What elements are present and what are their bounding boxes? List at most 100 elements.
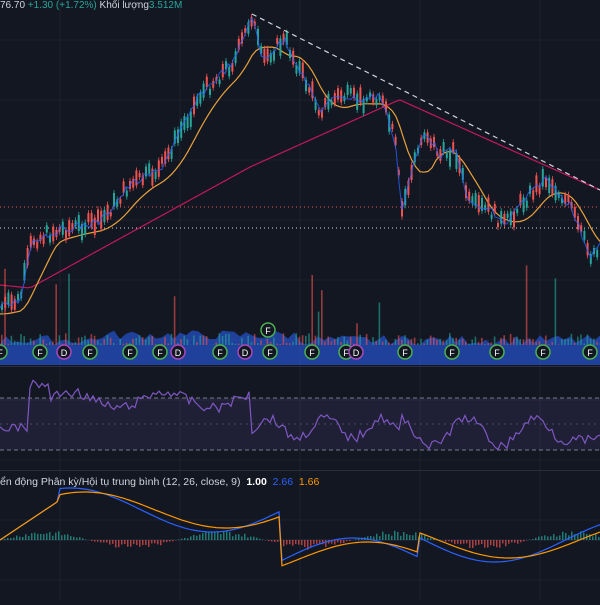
- candle-body: [475, 193, 477, 206]
- volume-bar: [539, 341, 541, 345]
- macd-histogram-bar: [379, 536, 381, 540]
- volume-bar: [423, 343, 425, 345]
- volume-bar: [251, 342, 253, 345]
- pane-separator-rsi[interactable]: [0, 366, 600, 367]
- candle-body: [337, 88, 339, 99]
- event-badge[interactable]: D: [57, 345, 71, 359]
- candle-body: [596, 250, 598, 257]
- event-badge[interactable]: F: [445, 345, 459, 359]
- svg-text:F: F: [587, 348, 593, 358]
- macd-histogram-bar: [511, 540, 513, 542]
- svg-text:F: F: [402, 348, 408, 358]
- macd-histogram-bar: [73, 537, 75, 540]
- macd-histogram-bar: [82, 538, 84, 540]
- macd-histogram-bar: [220, 534, 222, 540]
- candle-body: [500, 211, 502, 224]
- svg-text:F: F: [127, 348, 133, 358]
- event-badge-raised[interactable]: F: [261, 323, 275, 337]
- event-badge[interactable]: F: [263, 345, 277, 359]
- volume-bar: [33, 341, 35, 345]
- pane-separator-macd[interactable]: [0, 470, 600, 471]
- macd-histogram-bar: [514, 540, 516, 543]
- macd-histogram-bar: [244, 534, 246, 540]
- macd-histogram-bar: [409, 535, 411, 540]
- volume-bar: [366, 334, 368, 345]
- event-badge[interactable]: F: [536, 345, 550, 359]
- event-badge[interactable]: F: [123, 345, 137, 359]
- candle-body: [532, 190, 534, 199]
- macd-histogram-bar: [325, 540, 327, 547]
- volume-bar: [219, 333, 221, 345]
- candle-body: [276, 38, 278, 44]
- macd-histogram-bar: [559, 535, 561, 540]
- candle-body: [68, 220, 70, 236]
- volume-bar: [97, 341, 99, 345]
- macd-histogram-bar: [166, 540, 168, 542]
- macd-histogram-bar: [247, 538, 249, 540]
- event-badge[interactable]: F: [583, 345, 597, 359]
- event-badge[interactable]: F: [153, 345, 167, 359]
- macd-histogram-bar: [181, 539, 183, 540]
- event-badge[interactable]: F: [490, 345, 504, 359]
- macd-histogram-bar: [136, 540, 138, 545]
- volume-bar: [81, 337, 83, 345]
- macd-histogram-bar: [481, 540, 483, 544]
- macd-histogram-bar: [406, 534, 408, 540]
- svg-text:F: F: [265, 326, 271, 336]
- macd-histogram-bar: [499, 540, 501, 548]
- volume-bar: [526, 265, 528, 345]
- candle-body: [491, 215, 493, 219]
- candle-body: [161, 157, 163, 164]
- macd-histogram-bar: [70, 536, 72, 540]
- volume-bar: [187, 339, 189, 345]
- volume-bar: [535, 342, 537, 345]
- candle-body: [478, 195, 480, 212]
- volume-bar: [55, 284, 57, 345]
- volume-bar: [510, 334, 512, 345]
- volume-bar: [23, 336, 25, 345]
- volume-bar: [119, 339, 121, 345]
- macd-histogram-bar: [541, 536, 543, 540]
- candle-body: [526, 201, 528, 208]
- event-badge[interactable]: F: [305, 345, 319, 359]
- event-badge[interactable]: F: [213, 345, 227, 359]
- macd-histogram-bar: [235, 535, 237, 540]
- svg-text:D: D: [175, 348, 182, 358]
- volume-bar: [551, 342, 553, 345]
- volume-bar: [350, 337, 352, 345]
- volume-bar: [148, 337, 150, 345]
- macd-histogram-bar: [55, 533, 57, 540]
- macd-title: ển động Phân kỳ/Hội tụ trung bình (12, 2…: [0, 476, 241, 488]
- volume-bar: [590, 339, 592, 345]
- volume-bar: [455, 338, 457, 345]
- candle-body: [516, 209, 518, 213]
- event-badge[interactable]: F: [33, 345, 47, 359]
- volume-bar: [71, 343, 73, 345]
- candle-body: [567, 195, 569, 203]
- volume-bar: [145, 339, 147, 345]
- volume-bar: [436, 340, 438, 345]
- event-badge[interactable]: D: [238, 345, 252, 359]
- svg-text:F: F: [309, 348, 315, 358]
- event-badge[interactable]: D: [349, 345, 363, 359]
- macd-histogram-bar: [196, 536, 198, 540]
- candle-body: [219, 80, 221, 84]
- volume-bar: [398, 335, 400, 345]
- event-badge[interactable]: F: [0, 345, 7, 359]
- volume-bar: [110, 338, 112, 345]
- macd-histogram-bar: [223, 532, 225, 540]
- macd-histogram-bar: [100, 540, 102, 542]
- volume-bar: [39, 334, 41, 345]
- candle-body: [497, 223, 499, 227]
- event-badge[interactable]: F: [398, 345, 412, 359]
- event-badge[interactable]: F: [83, 345, 97, 359]
- macd-histogram-bar: [184, 538, 186, 540]
- macd-line-value: 2.66: [273, 476, 293, 488]
- event-badge[interactable]: D: [171, 345, 185, 359]
- volume-bar: [203, 335, 205, 345]
- volume-bar: [183, 336, 185, 345]
- candle-body: [158, 160, 160, 176]
- macd-histogram-bar: [523, 540, 525, 541]
